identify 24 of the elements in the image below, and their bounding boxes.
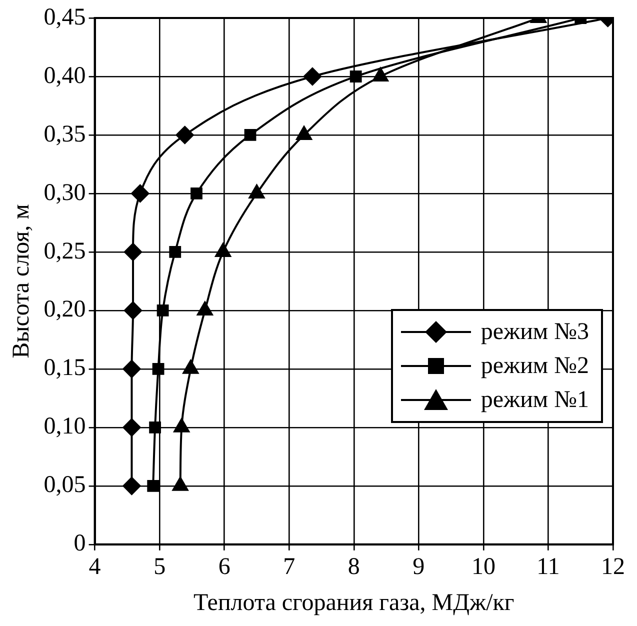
x-tick-label: 12 <box>601 554 625 580</box>
legend-label: режим №2 <box>480 352 589 380</box>
x-tick-label: 11 <box>536 554 560 580</box>
x-tick-label: 4 <box>88 554 101 580</box>
y-tick-label: 0,20 <box>44 296 86 323</box>
y-tick-label: 0,10 <box>44 414 86 440</box>
y-tick-label: 0,05 <box>44 472 86 498</box>
x-tick-label: 6 <box>218 554 230 580</box>
x-axis-title: Теплота сгорания газа, МДж/кг <box>194 590 514 616</box>
x-tick-label: 5 <box>154 554 166 580</box>
y-tick-label: 0,30 <box>44 180 86 206</box>
y-tick-label: 0,15 <box>44 355 86 382</box>
y-tick-label: 0 <box>74 530 86 557</box>
y-tick-label: 0,40 <box>44 62 86 89</box>
legend-label: режим №1 <box>480 386 589 414</box>
y-tick-label: 0,45 <box>44 4 86 30</box>
y-tick-label: 0,25 <box>44 238 86 264</box>
y-axis-title: Высота слоя, м <box>8 204 35 358</box>
x-tick-label: 10 <box>471 554 496 580</box>
x-tick-label: 8 <box>348 554 360 580</box>
x-tick-label: 7 <box>283 554 296 580</box>
y-tick-label: 0,35 <box>44 121 86 148</box>
legend-label: режим №3 <box>480 318 589 346</box>
x-tick-label: 9 <box>412 554 425 580</box>
